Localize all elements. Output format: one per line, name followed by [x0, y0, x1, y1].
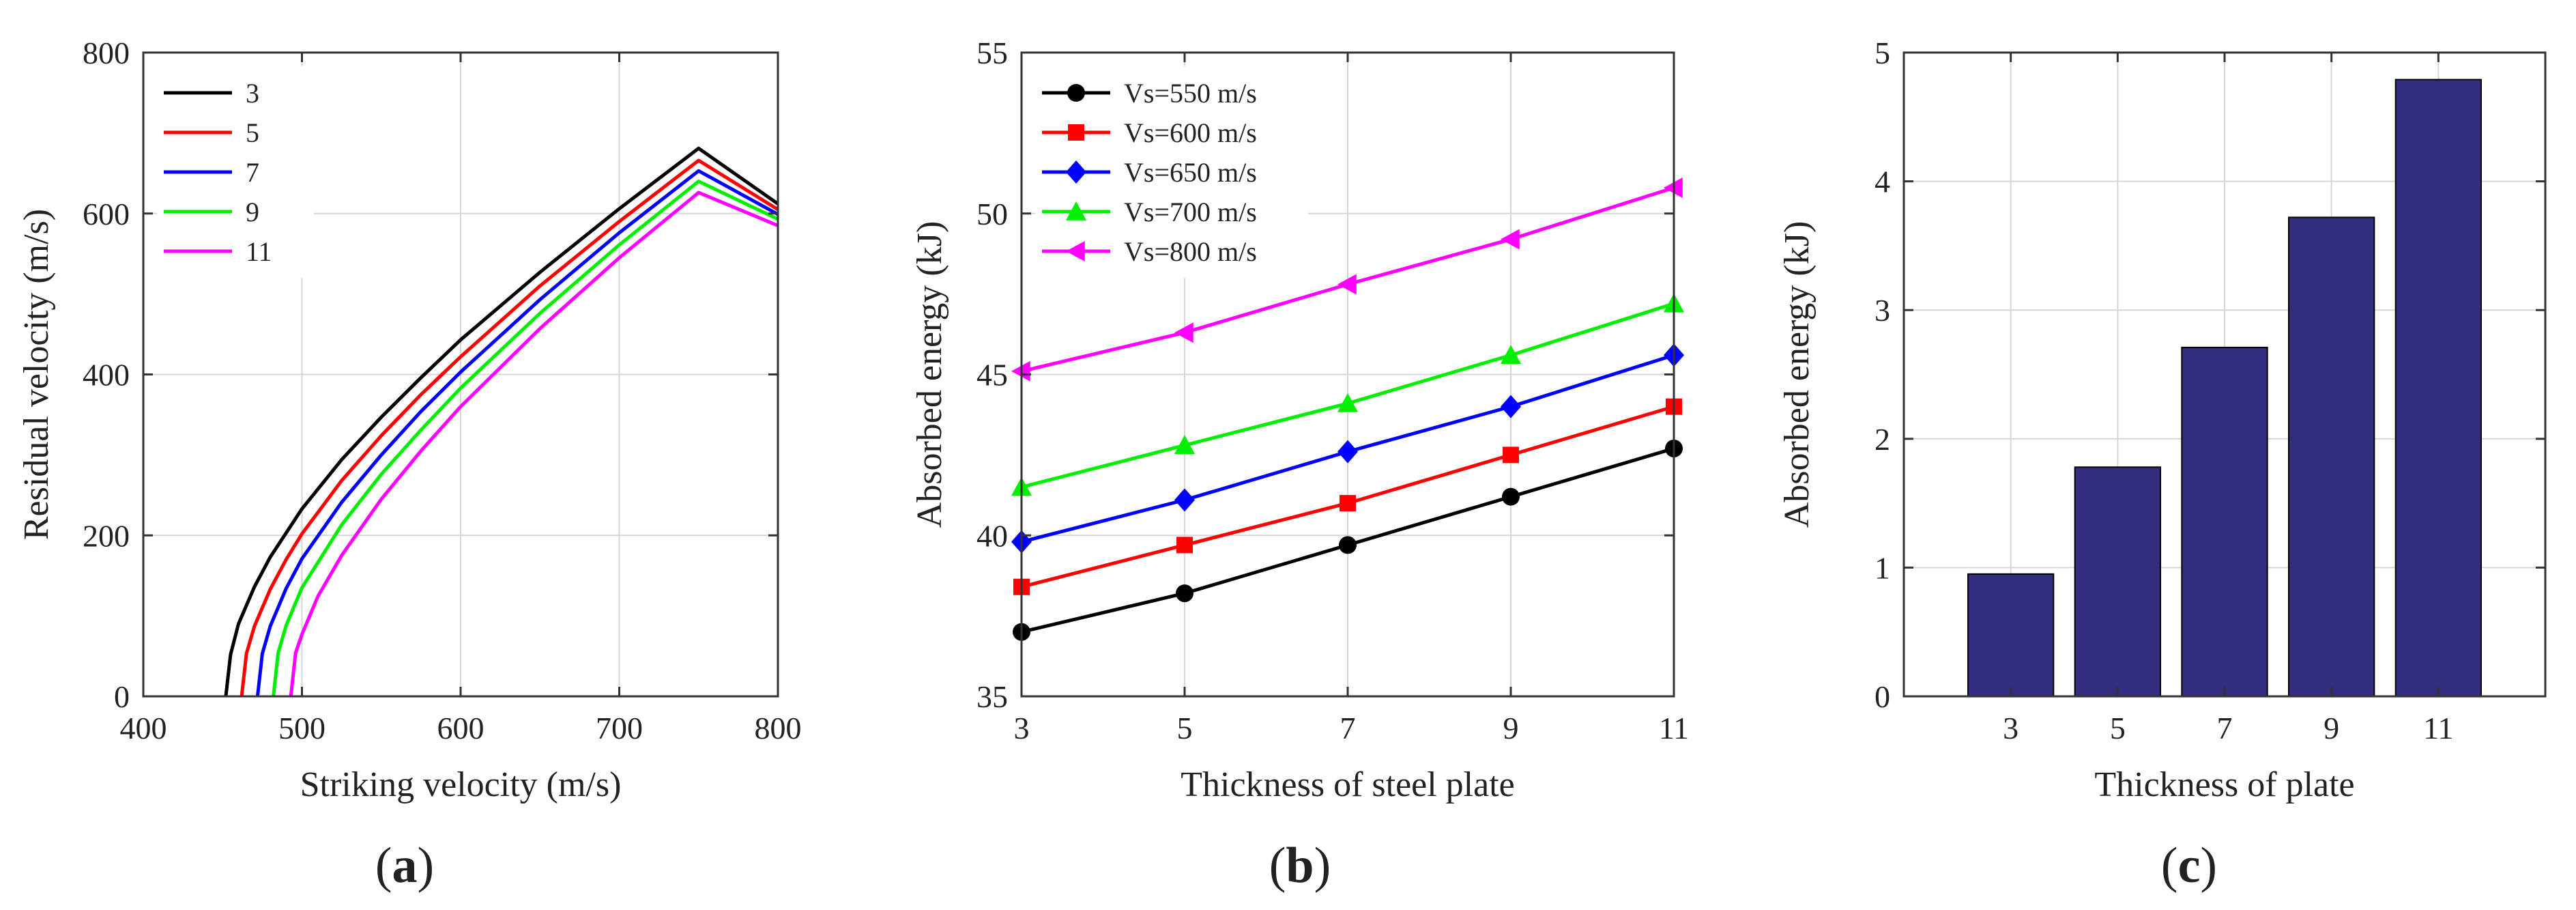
x-tick-label: 800	[755, 711, 802, 745]
y-tick-label: 1	[1875, 550, 1890, 585]
data-point-series-4-4	[1501, 345, 1521, 364]
series-curve-1	[224, 146, 779, 697]
x-tick-label: 3	[1014, 711, 1030, 745]
x-axis-label: Thickness of plate	[2094, 765, 2354, 804]
legend-label-5: 11	[246, 236, 272, 267]
y-tick-label: 0	[1875, 679, 1890, 714]
data-point-series-5-4	[1501, 229, 1520, 250]
y-tick-label: 40	[976, 518, 1008, 553]
panel-label-b: (b)	[1269, 838, 1331, 894]
y-tick-label: 2	[1875, 422, 1890, 457]
data-point-series-4-2	[1174, 435, 1195, 454]
legend-label-1: Vs=550 m/s	[1124, 78, 1257, 109]
y-axis-label: Absorbed energy (kJ)	[910, 221, 949, 528]
panel-a-residual-velocity-chart: 400 500 600 700 800 0 200 400 600 800 Striking vel…	[17, 35, 802, 804]
y-tick-label: 200	[83, 518, 130, 553]
data-point-series-3-2	[1174, 488, 1195, 512]
series-curve-2	[240, 158, 779, 697]
panel-label-a: (a)	[375, 838, 434, 894]
y-tick-label: 35	[976, 679, 1008, 714]
x-tick-label: 7	[1340, 711, 1356, 745]
bar-5	[2074, 466, 2162, 697]
data-point-series-1-3	[1339, 536, 1357, 554]
data-point-series-5-3	[1337, 274, 1357, 295]
data-point-series-2-2	[1176, 537, 1193, 554]
panel-label-c: (c)	[2161, 838, 2217, 894]
legend-label-3: Vs=650 m/s	[1124, 157, 1257, 188]
x-tick-label: 700	[596, 711, 643, 745]
data-point-series-1-4	[1502, 487, 1520, 506]
data-point-series-5-2	[1174, 322, 1193, 343]
legend-label-4: Vs=700 m/s	[1124, 197, 1257, 227]
x-tick-label: 9	[2324, 711, 2339, 745]
panel-c-absorbed-energy-bar-chart: 3 5 7 9 11 0 1 2 3 4 5 Thickness of plate Absorbed e…	[1778, 35, 2547, 804]
x-tick-label: 7	[2217, 711, 2233, 745]
legend-marker-2	[1068, 124, 1084, 141]
legend-label-4: 9	[246, 197, 259, 227]
bar-3	[1967, 573, 2055, 698]
x-tick-label: 5	[1177, 711, 1193, 745]
y-tick-label: 800	[83, 35, 130, 70]
y-tick-label: 55	[976, 35, 1008, 70]
bar-7	[2181, 346, 2268, 697]
legend-marker-4	[1066, 201, 1086, 221]
data-point-series-4-3	[1337, 393, 1358, 412]
series-curve-5	[289, 190, 779, 697]
legend-marker-5	[1066, 241, 1085, 261]
x-tick-label: 11	[2423, 711, 2453, 745]
legend-label-2: 5	[246, 117, 259, 148]
legend-label-3: 7	[246, 157, 259, 188]
x-tick-label: 600	[437, 711, 484, 745]
data-point-series-2-3	[1340, 495, 1356, 512]
data-point-series-3-3	[1337, 440, 1358, 464]
series-curve-3	[255, 169, 779, 697]
x-tick-label: 11	[1659, 711, 1689, 745]
legend-marker-1	[1067, 84, 1085, 102]
x-tick-label: 400	[120, 711, 167, 745]
x-tick-label: 5	[2110, 711, 2126, 745]
y-tick-label: 400	[83, 358, 130, 393]
data-point-series-2-4	[1503, 446, 1519, 464]
y-tick-label: 45	[976, 358, 1008, 393]
y-tick-label: 600	[83, 197, 130, 231]
x-tick-label: 500	[278, 711, 325, 745]
y-tick-label: 0	[114, 679, 130, 714]
y-axis-label: Absorbed energy (kJ)	[1778, 221, 1817, 528]
x-axis-label: Thickness of steel plate	[1181, 765, 1515, 804]
legend-marker-3	[1066, 160, 1086, 184]
y-tick-label: 4	[1875, 165, 1890, 199]
y-axis-label: Residual velocity (m/s)	[17, 209, 56, 540]
legend-label-1: 3	[246, 78, 259, 109]
bar-11	[2394, 79, 2483, 697]
x-tick-label: 3	[2003, 711, 2018, 745]
y-tick-label: 3	[1875, 293, 1890, 328]
bar-9	[2288, 216, 2375, 697]
y-tick-label: 50	[976, 197, 1008, 231]
legend-label-5: Vs=800 m/s	[1124, 236, 1257, 267]
x-tick-label: 9	[1503, 711, 1519, 745]
data-point-series-3-4	[1501, 395, 1521, 418]
series-curve-4	[272, 180, 779, 697]
data-point-series-1-2	[1176, 584, 1193, 603]
legend-label-2: Vs=600 m/s	[1124, 117, 1257, 148]
x-axis-label: Striking velocity (m/s)	[300, 765, 622, 804]
y-tick-label: 5	[1875, 35, 1890, 70]
